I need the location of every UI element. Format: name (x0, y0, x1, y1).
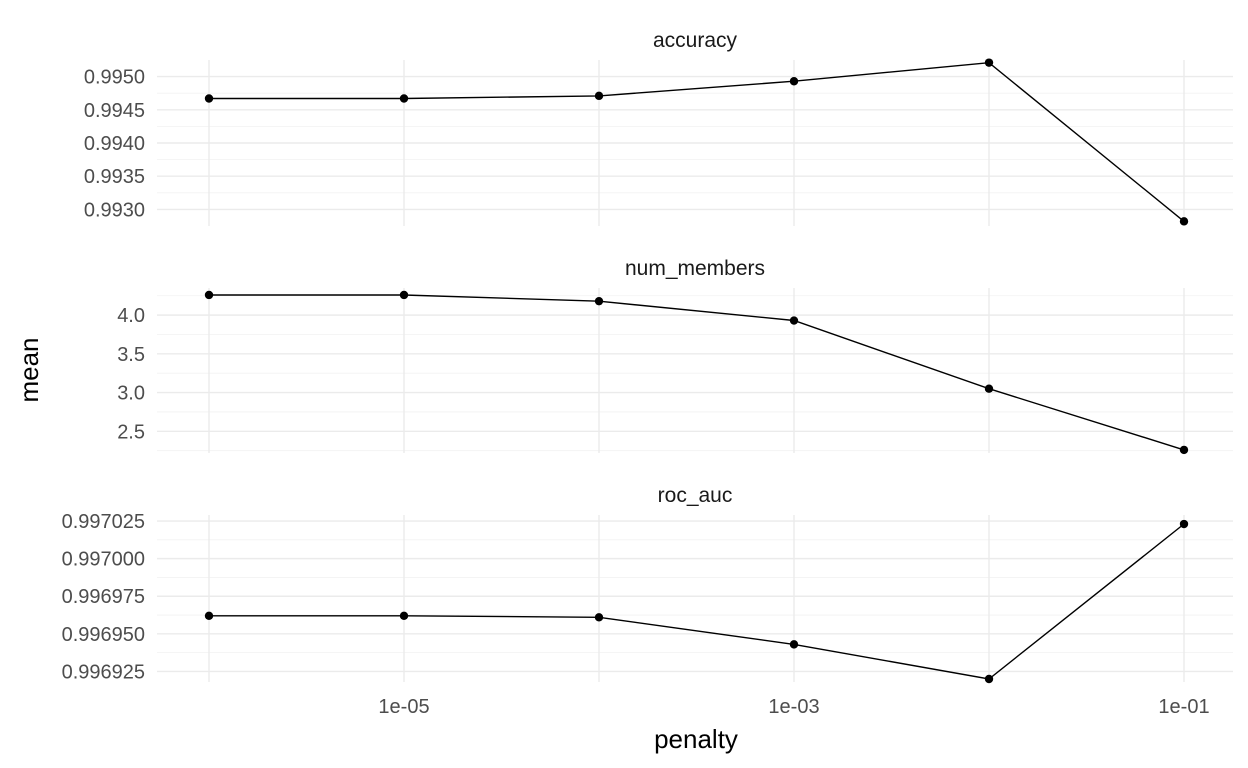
y-tick-label: 0.9935 (84, 166, 145, 188)
series-line-roc_auc (209, 523, 1185, 680)
data-point-num_members (1179, 445, 1189, 455)
data-point-num_members (789, 316, 799, 325)
x-tick-label: 1e-01 (1158, 696, 1209, 718)
y-tick-label: 0.997000 (62, 549, 145, 571)
facet-panel-num_members: 2.5 3.0 3.5 4.0 num_members (117, 257, 1233, 455)
x-tick-label: 1e-05 (378, 696, 429, 718)
y-tick-label: 0.996975 (62, 586, 145, 608)
data-point-roc_auc (204, 611, 214, 621)
data-point-roc_auc (789, 640, 799, 649)
data-point-num_members (984, 384, 994, 393)
y-axis-title: mean (14, 337, 44, 402)
data-point-accuracy (984, 58, 994, 67)
data-point-roc_auc (984, 674, 994, 684)
y-tick-label: 0.996950 (62, 624, 145, 646)
y-tick-label: 2.5 (117, 421, 145, 443)
y-tick-label: 0.997025 (62, 511, 145, 533)
x-axis-title: penalty (654, 724, 738, 754)
strip-label-roc_auc: roc_auc (658, 484, 733, 507)
data-point-num_members (399, 290, 409, 300)
data-point-roc_auc (594, 613, 604, 622)
strip-label-num_members: num_members (625, 257, 765, 280)
data-point-accuracy (594, 91, 604, 101)
y-tick-label: 0.9945 (84, 100, 145, 122)
data-point-roc_auc (399, 611, 409, 621)
panels-layer: 0.9930 0.9935 0.9940 0.9945 0.9950 accuracy 2.… (62, 29, 1233, 683)
y-tick-label: 3.0 (117, 383, 145, 405)
y-tick-label: 0.9940 (84, 133, 145, 155)
data-point-accuracy (789, 77, 799, 86)
data-point-accuracy (204, 94, 214, 103)
data-point-accuracy (399, 94, 409, 103)
series-line-accuracy (209, 61, 1185, 222)
y-tick-label: 4.0 (117, 305, 145, 327)
y-tick-label: 0.9950 (84, 67, 145, 89)
x-tick-label: 1e-03 (768, 696, 819, 718)
facet-panel-roc_auc: 0.996925 0.996950 0.996975 0.997000 0.997025… (62, 484, 1233, 683)
data-point-num_members (204, 290, 214, 300)
data-point-num_members (594, 296, 604, 306)
y-tick-label: 0.9930 (84, 199, 145, 221)
strip-label-accuracy: accuracy (653, 29, 738, 52)
y-tick-label: 0.996925 (62, 661, 145, 683)
x-axis: 1e-05 1e-03 1e-01 (378, 696, 1209, 718)
y-tick-label: 3.5 (117, 344, 145, 366)
data-point-roc_auc (1179, 519, 1189, 529)
facet-panel-accuracy: 0.9930 0.9935 0.9940 0.9945 0.9950 accuracy (84, 29, 1233, 226)
data-point-accuracy (1179, 217, 1189, 226)
series-line-num_members (209, 294, 1185, 451)
